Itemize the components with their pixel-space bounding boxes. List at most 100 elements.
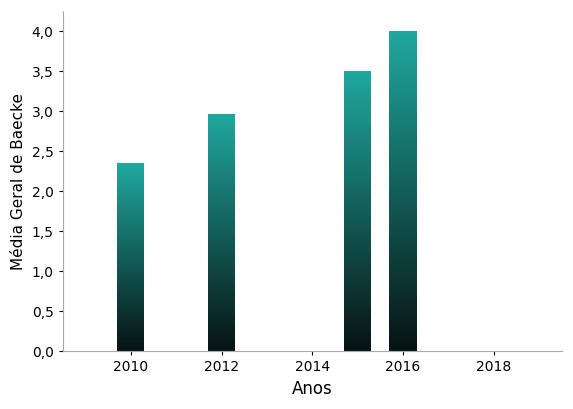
Bar xyxy=(208,179,235,180)
Bar xyxy=(390,281,417,282)
Bar xyxy=(390,332,417,333)
Bar xyxy=(117,321,144,322)
Bar xyxy=(390,44,417,45)
Bar xyxy=(344,176,371,177)
Bar xyxy=(390,344,417,345)
Bar xyxy=(390,32,417,33)
Bar xyxy=(117,298,144,299)
Bar xyxy=(390,273,417,274)
Bar xyxy=(344,191,371,193)
Bar xyxy=(208,246,235,247)
Bar xyxy=(390,207,417,208)
Bar xyxy=(117,188,144,189)
Bar xyxy=(117,324,144,325)
Bar xyxy=(208,325,235,326)
Bar xyxy=(208,126,235,127)
Bar xyxy=(344,181,371,182)
Bar xyxy=(390,253,417,254)
Bar xyxy=(208,210,235,211)
Bar xyxy=(390,129,417,130)
Bar xyxy=(344,164,371,166)
Bar xyxy=(344,237,371,238)
Bar xyxy=(344,177,371,178)
Bar xyxy=(344,242,371,243)
Bar xyxy=(208,233,235,234)
Bar xyxy=(208,156,235,157)
Bar xyxy=(208,171,235,172)
Bar xyxy=(208,143,235,144)
Bar xyxy=(344,204,371,206)
Bar xyxy=(344,158,371,159)
Bar xyxy=(344,305,371,306)
Bar xyxy=(117,194,144,195)
Bar xyxy=(390,329,417,330)
Bar xyxy=(117,271,144,272)
Bar xyxy=(344,310,371,311)
Bar xyxy=(208,281,235,282)
Bar xyxy=(390,189,417,190)
Bar xyxy=(208,217,235,218)
Bar xyxy=(390,348,417,349)
Bar xyxy=(344,268,371,269)
Bar xyxy=(344,314,371,315)
Bar xyxy=(208,152,235,153)
Bar xyxy=(208,273,235,274)
Bar xyxy=(208,186,235,187)
Bar xyxy=(390,279,417,280)
Bar xyxy=(344,84,371,85)
Bar xyxy=(390,172,417,173)
Bar xyxy=(390,68,417,70)
Bar xyxy=(117,255,144,256)
Bar xyxy=(208,141,235,142)
Bar xyxy=(208,195,235,196)
Bar xyxy=(344,129,371,130)
Bar xyxy=(208,232,235,233)
Bar xyxy=(117,340,144,341)
Bar xyxy=(390,341,417,342)
Bar xyxy=(208,183,235,184)
Bar xyxy=(344,120,371,121)
Bar xyxy=(344,288,371,289)
Bar xyxy=(390,162,417,164)
Bar xyxy=(117,221,144,222)
Bar xyxy=(390,257,417,258)
Bar xyxy=(344,263,371,265)
Bar xyxy=(208,212,235,213)
Bar xyxy=(390,62,417,63)
Bar xyxy=(208,239,235,240)
Bar xyxy=(117,177,144,178)
Bar xyxy=(117,347,144,348)
Bar xyxy=(390,347,417,348)
Bar xyxy=(390,312,417,313)
Bar xyxy=(344,309,371,310)
Bar xyxy=(208,310,235,311)
Bar xyxy=(208,338,235,339)
Bar xyxy=(344,315,371,316)
Bar xyxy=(208,344,235,345)
Bar xyxy=(344,100,371,101)
Bar xyxy=(344,132,371,133)
Bar xyxy=(208,200,235,201)
Bar xyxy=(208,323,235,324)
Bar xyxy=(208,292,235,293)
Bar xyxy=(390,294,417,295)
Bar xyxy=(208,346,235,347)
Bar xyxy=(117,322,144,323)
Bar xyxy=(208,140,235,141)
Bar xyxy=(344,193,371,194)
Bar xyxy=(208,206,235,207)
Bar xyxy=(117,326,144,327)
Bar xyxy=(390,330,417,331)
Bar xyxy=(208,348,235,349)
Bar xyxy=(208,204,235,205)
Bar xyxy=(344,295,371,296)
Bar xyxy=(390,169,417,170)
Bar xyxy=(208,190,235,191)
Bar xyxy=(208,202,235,203)
Bar xyxy=(344,215,371,216)
Bar xyxy=(344,302,371,303)
Bar xyxy=(208,172,235,173)
Bar xyxy=(344,238,371,239)
Bar xyxy=(208,150,235,151)
Bar xyxy=(208,319,235,320)
